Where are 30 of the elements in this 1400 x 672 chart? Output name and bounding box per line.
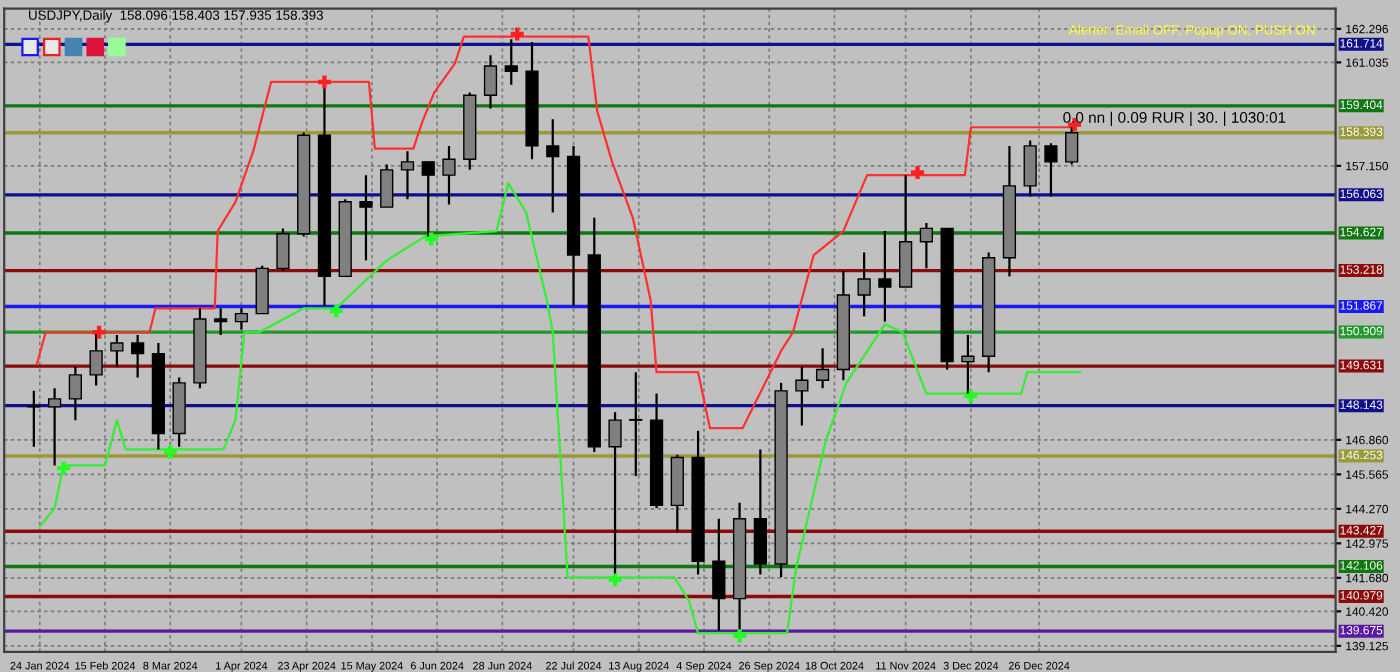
candlestick	[815, 347, 830, 390]
candlestick	[421, 160, 435, 238]
point	[317, 75, 331, 89]
point	[910, 165, 925, 180]
candlestick	[795, 365, 809, 427]
candlestick	[504, 38, 518, 86]
line-series	[38, 182, 1082, 635]
point	[56, 461, 71, 475]
candlestick	[276, 227, 290, 273]
candlestick	[546, 118, 560, 214]
candlestick	[878, 229, 892, 323]
candlestick	[131, 333, 145, 379]
candlestick	[255, 264, 269, 315]
candlestick	[919, 221, 934, 270]
candlestick	[1044, 142, 1058, 198]
point	[608, 573, 622, 587]
candlestick	[110, 333, 124, 369]
point	[510, 27, 524, 41]
point	[163, 445, 177, 459]
candlestick	[857, 251, 871, 318]
point	[329, 304, 343, 318]
point	[733, 629, 747, 643]
point	[92, 325, 106, 339]
candlestick	[753, 448, 767, 576]
point	[964, 389, 978, 403]
candlestick	[68, 365, 82, 422]
candlestick	[712, 517, 726, 632]
candlestick	[214, 307, 228, 337]
point	[424, 232, 438, 246]
candlestick	[359, 174, 373, 262]
